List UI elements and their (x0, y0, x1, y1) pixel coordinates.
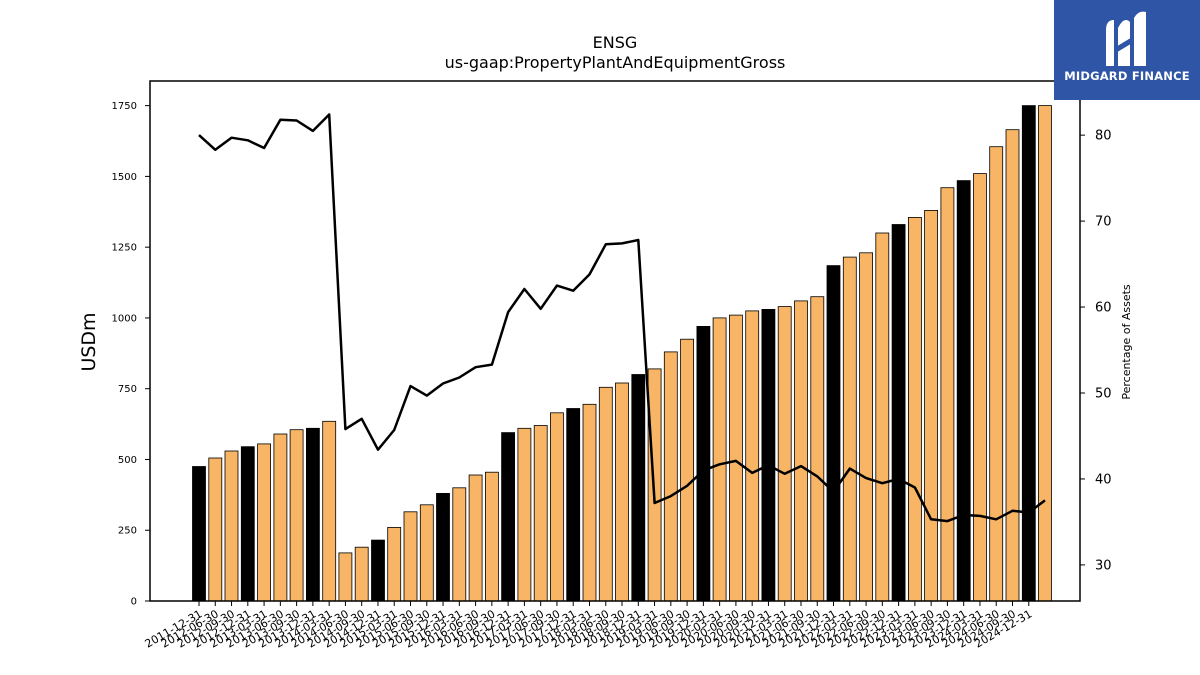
bar-2020-06-30 (745, 310, 760, 602)
y2-tick-label: 70 (1095, 215, 1112, 230)
bar-2020-03-31 (729, 314, 743, 602)
bar-2014-12-31 (387, 527, 402, 602)
bar-2021-03-31 (794, 300, 808, 602)
bar-2018-09-30 (631, 374, 646, 602)
bar-2012-03-31 (208, 457, 223, 602)
chart-title: ENSG (593, 33, 638, 52)
bar-2015-09-30 (436, 492, 450, 602)
bar-2017-03-31 (533, 425, 548, 602)
bar-2023-03-31 (924, 209, 938, 602)
bar-2024-12-31 (1038, 105, 1052, 602)
bar-2014-06-30 (354, 546, 369, 602)
bar-2013-06-30 (289, 429, 304, 602)
y-tick-label: 750 (118, 384, 137, 395)
bar-2015-12-31 (452, 487, 467, 602)
y2-tick-label: 60 (1095, 301, 1112, 316)
bar-2017-12-31 (582, 403, 597, 602)
midgard-m-logo-icon (1106, 11, 1146, 66)
bar-2020-12-31 (777, 306, 792, 602)
bar-2016-12-31 (517, 427, 532, 602)
bar-2012-09-30 (240, 446, 255, 602)
brand-logo: MIDGARD FINANCE (1054, 0, 1200, 100)
bar-2016-09-30 (501, 432, 516, 602)
y2-axis-label: Percentage of Assets (1120, 284, 1133, 400)
plot-frame (149, 80, 1081, 602)
bar-2019-09-30 (696, 325, 711, 602)
y-tick-label: 250 (118, 526, 137, 537)
line-series (198, 113, 1046, 523)
bar-2021-09-30 (826, 265, 841, 602)
bar-2016-03-31 (468, 474, 483, 602)
bar-2015-03-31 (403, 511, 418, 602)
y2-tick-label: 30 (1095, 558, 1112, 573)
y-tick-label: 0 (131, 597, 137, 608)
bar-2012-12-31 (257, 443, 272, 602)
y2-tick-label: 50 (1095, 387, 1112, 402)
bar-2013-03-31 (273, 433, 288, 602)
bar-2022-06-30 (875, 232, 890, 602)
bar-2015-06-30 (419, 504, 434, 602)
bar-2018-03-31 (598, 386, 613, 602)
y-tick-label: 1500 (112, 172, 137, 183)
bar-2011-12-31 (192, 466, 206, 602)
bar-2019-06-30 (680, 338, 694, 602)
bar-2021-12-31 (842, 256, 857, 602)
y-tick-label: 500 (118, 455, 137, 466)
bar-2013-09-30 (305, 427, 320, 602)
bar-2022-03-31 (859, 252, 873, 602)
bar-2016-06-30 (484, 471, 499, 602)
bar-2014-09-30 (371, 539, 385, 602)
axis-ticks: 0250500750100012501500175030405060708020… (112, 101, 1112, 650)
y2-tick-label: 80 (1095, 129, 1112, 144)
bar-2019-03-31 (663, 351, 678, 602)
bar-2022-09-30 (891, 224, 906, 602)
y-axis-label: USDm (78, 312, 100, 371)
bar-2023-09-30 (956, 180, 971, 602)
bar-2017-06-30 (550, 412, 564, 602)
bar-2023-06-30 (940, 187, 955, 602)
bar-2019-12-31 (712, 317, 727, 602)
bar-2017-09-30 (566, 408, 581, 602)
bar-2024-03-31 (989, 146, 1004, 602)
bar-2012-06-30 (224, 450, 239, 602)
bar-2022-12-31 (908, 216, 922, 602)
y2-tick-label: 40 (1095, 472, 1112, 487)
y-tick-label: 1750 (112, 101, 137, 112)
bar-2014-03-31 (338, 552, 353, 602)
y-tick-label: 1000 (112, 313, 137, 324)
bar-2023-12-31 (973, 173, 987, 602)
bar-2024-09-30 (1021, 105, 1036, 602)
bar-2021-06-30 (810, 296, 825, 602)
y-tick-label: 1250 (112, 243, 137, 254)
bar-2024-06-30 (1005, 129, 1020, 602)
chart-subtitle: us-gaap:PropertyPlantAndEquipmentGross (445, 53, 786, 72)
bar-2018-06-30 (615, 382, 629, 602)
bar-2013-12-31 (322, 420, 337, 602)
brand-name: MIDGARD FINANCE (1064, 69, 1190, 83)
bar-series (192, 105, 1052, 602)
line-percentage-of-assets (198, 113, 1046, 523)
bar-2020-09-30 (761, 308, 776, 602)
